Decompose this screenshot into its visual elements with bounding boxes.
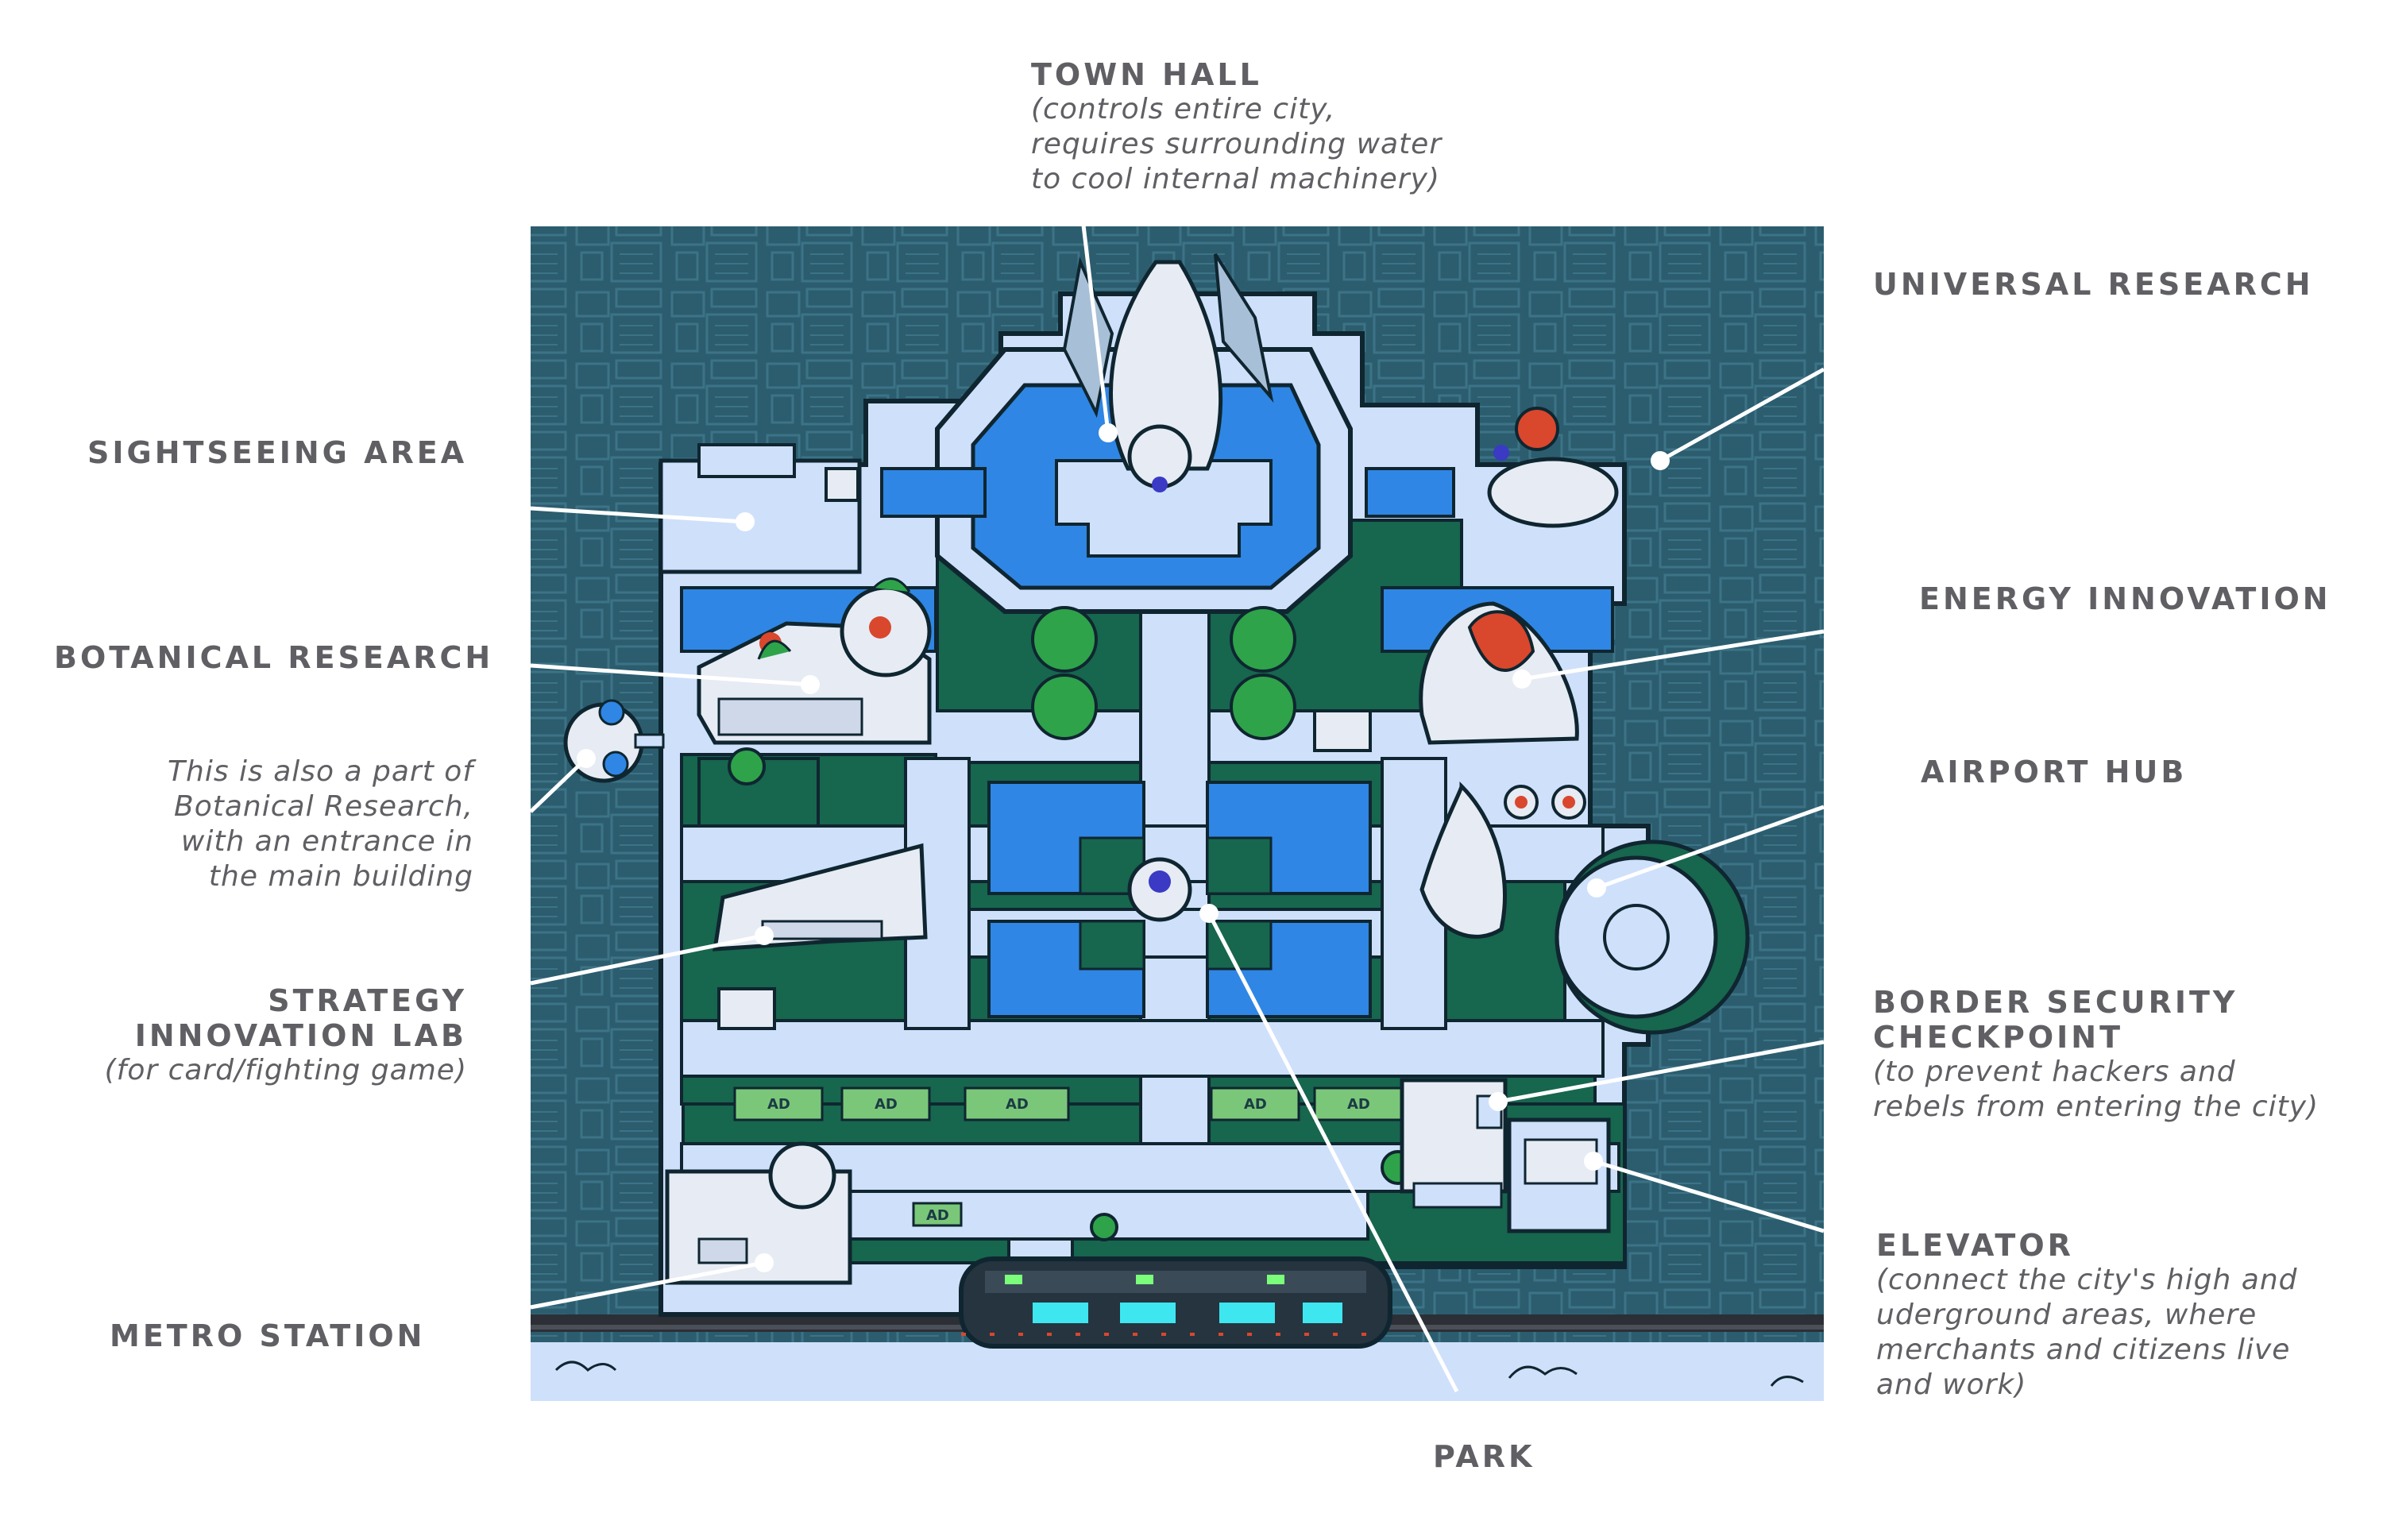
elevator-note-1: (connect the city's high and	[1876, 1264, 2298, 1296]
universal-research-building	[1487, 407, 1619, 528]
botanical-note-line-2: Botanical Research,	[174, 790, 473, 823]
elevator-note-3: merchants and citizens live	[1876, 1334, 2291, 1366]
ad-label: AD	[1006, 1096, 1029, 1113]
label-botanical-research: BOTANICAL RESEARCH	[54, 640, 494, 675]
strategy-lab-building	[713, 843, 928, 1030]
strategy-lab-line-1: STRATEGY	[268, 983, 467, 1018]
label-park: PARK	[1433, 1439, 1535, 1474]
botanical-building	[697, 577, 932, 745]
ad-label: AD	[767, 1096, 790, 1113]
label-universal-research: UNIVERSAL RESEARCH	[1873, 267, 2314, 302]
town-hall-note-3: to cool internal machinery)	[1031, 163, 1440, 195]
ad-label: AD	[1244, 1096, 1267, 1113]
border-security-line-2: CHECKPOINT	[1873, 1020, 2123, 1055]
elevator-building	[1507, 1117, 1611, 1233]
park-statue	[1127, 857, 1192, 922]
border-security-line-1: BORDER SECURITY	[1873, 985, 2238, 1020]
botanical-note-line-3: with an entrance in	[180, 825, 473, 858]
ad-label: AD	[1347, 1096, 1370, 1113]
metro-train	[959, 1256, 1392, 1349]
label-botanical-note: This is also a part of Botanical Researc…	[168, 755, 473, 894]
strategy-lab-line-2: INNOVATION LAB	[134, 1018, 467, 1053]
border-security-note-2: rebels from entering the city)	[1873, 1090, 2319, 1123]
botanical-note-line-4: the main building	[208, 860, 473, 893]
leader-dots	[577, 423, 1670, 1272]
border-security-note-1: (to prevent hackers and	[1873, 1056, 2236, 1088]
elevator-note-2: uderground areas, where	[1876, 1299, 2257, 1331]
leader-lines	[529, 198, 1825, 1393]
label-metro-station: METRO STATION	[110, 1318, 426, 1353]
ad-label: AD	[875, 1096, 898, 1113]
sightseeing-building	[659, 443, 862, 574]
label-sightseeing-area: SIGHTSEEING AREA	[87, 435, 468, 470]
town-hall-note-1: (controls entire city,	[1031, 93, 1336, 125]
sky-strip	[531, 1342, 1824, 1401]
elevator-title: ELEVATOR	[1876, 1228, 2074, 1263]
town-hall-title: TOWN HALL	[1031, 57, 1262, 92]
ad-signs	[733, 1086, 1404, 1227]
ad-label: AD	[926, 1207, 949, 1224]
label-border-security: BORDER SECURITY CHECKPOINT (to prevent h…	[1873, 985, 2319, 1125]
town-hall-complex	[935, 253, 1353, 614]
label-town-hall: TOWN HALL (controls entire city, require…	[1031, 57, 1442, 197]
label-airport-hub: AIRPORT HUB	[1921, 755, 2188, 789]
checkpoint-building	[1400, 1078, 1508, 1209]
label-elevator: ELEVATOR (connect the city's high and ud…	[1876, 1228, 2298, 1403]
label-strategy-lab: STRATEGY INNOVATION LAB (for card/fighti…	[105, 983, 467, 1088]
ad-sign-labels: AD AD AD AD AD AD	[767, 1096, 1370, 1224]
botanical-note-line-1: This is also a part of	[168, 755, 473, 788]
label-energy-innovation: ENERGY INNOVATION	[1919, 581, 2331, 616]
energy-innovation-building	[1313, 601, 1579, 752]
strategy-lab-note: (for card/fighting game)	[104, 1054, 467, 1086]
town-hall-note-2: requires surrounding water	[1031, 128, 1443, 160]
elevator-note-4: and work)	[1876, 1368, 2027, 1401]
